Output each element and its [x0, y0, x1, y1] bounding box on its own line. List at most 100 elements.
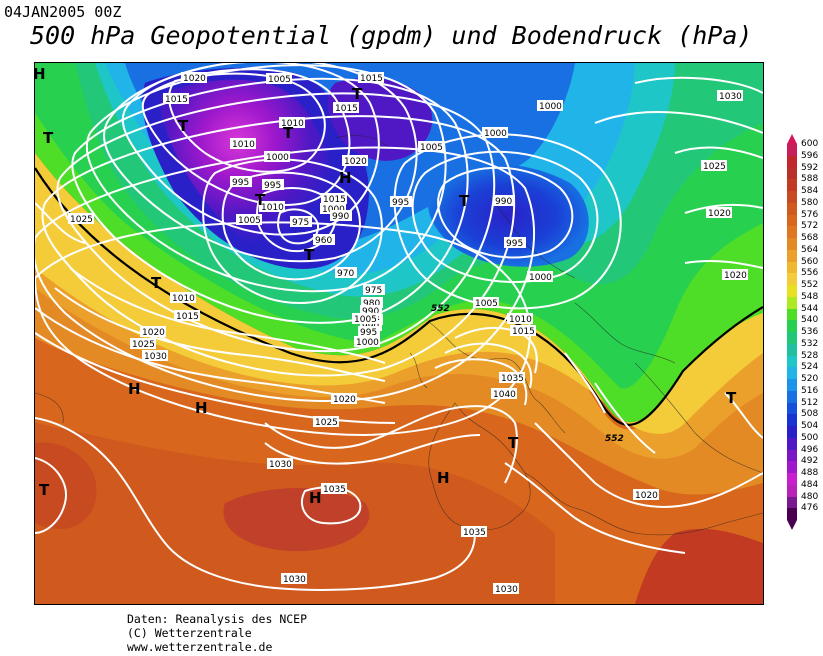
isobar-label: 1015 [360, 74, 383, 84]
colorbar-cell [787, 332, 797, 344]
isobar-label: 960 [315, 236, 332, 246]
colorbar-label: 492 [801, 456, 819, 467]
low-center: T [39, 481, 50, 499]
isobar-label: 1005 [354, 315, 377, 325]
low-center: T [283, 124, 294, 142]
colorbar-cell [787, 449, 797, 462]
colorbar-cell [787, 296, 797, 309]
low-center: T [304, 246, 315, 264]
colorbar-cell [787, 249, 797, 262]
isobar-label: 1020 [183, 74, 206, 84]
colorbar-cell [787, 155, 797, 168]
colorbar-label: 512 [801, 397, 819, 408]
isobar-label: 1030 [495, 585, 518, 595]
high-center: H [35, 65, 46, 83]
colorbar-label: 600 [801, 139, 819, 149]
isobar-label: 1020 [635, 491, 658, 501]
colorbar-cell [787, 508, 797, 520]
isobar-label: 975 [365, 286, 382, 296]
isobar-label: 1005 [475, 299, 498, 309]
colorbar-label: 556 [801, 268, 819, 279]
height-label-552: 552 [605, 434, 624, 444]
isobar-label: 1010 [509, 315, 532, 325]
colorbar-label: 564 [801, 244, 819, 255]
colorbar-cell [787, 473, 797, 485]
isobar-label: 1025 [132, 340, 155, 350]
colorbar-cell [787, 308, 797, 321]
colorbar-cell [787, 167, 797, 180]
isobar-label: 1015 [176, 312, 199, 322]
low-center: T [43, 129, 54, 147]
isobar-label: 990 [362, 307, 379, 317]
colorbar-labels: 600 596 592 588 584 580 576 572 568 564 560 556 552 5… [801, 139, 818, 515]
isobar-label: 1005 [420, 143, 443, 153]
colorbar-cell [787, 214, 797, 227]
isobar-label: 995 [506, 239, 523, 249]
isobar-label: 1015 [165, 95, 188, 105]
isobar-label: 1020 [708, 209, 731, 219]
pressure-centers: H H H H H H T T T T T T T T T T T [35, 65, 737, 507]
colorbar-label: 576 [801, 209, 819, 220]
colorbar-cell [787, 355, 797, 368]
footer-copyright: (C) Wetterzentrale [127, 626, 252, 640]
colorbar-label: 528 [801, 350, 819, 361]
colorbar-label: 552 [801, 280, 819, 290]
isobar-label: 1000 [529, 273, 552, 283]
high-center: H [195, 399, 208, 417]
colorbar-cell [787, 437, 797, 450]
isobar-label: 975 [292, 218, 309, 228]
isobar-label: 1020 [344, 157, 367, 167]
isobar-label: 1010 [261, 203, 284, 213]
zone-584 [223, 488, 370, 552]
colorbar-label: 592 [801, 162, 819, 173]
zone-564 [35, 173, 763, 459]
high-center: H [339, 169, 352, 187]
colorbar-cell [787, 390, 797, 403]
footer: Daten: Reanalysis des NCEP (C) Wetterzen… [127, 612, 307, 654]
isobar-label: 1020 [724, 271, 747, 281]
weather-map: 1020 1015 1010 1005 1000 995 1015 1015 9… [34, 62, 764, 605]
colorbar-label: 588 [801, 174, 819, 185]
colorbar-label: 496 [801, 444, 819, 455]
coastlines [35, 135, 763, 536]
colorbar-label: 560 [801, 256, 819, 267]
isobar-label: 1030 [269, 460, 292, 470]
colorbar-label: 508 [801, 409, 819, 420]
isobar-label: 980 [363, 299, 380, 309]
isobar-label: 1005 [238, 216, 261, 226]
chart-title: 500 hPa Geopotential (gpdm) und Bodendru… [30, 21, 753, 50]
colorbar-cell [787, 367, 797, 379]
colorbar-cell [787, 261, 797, 274]
zone-right-red [635, 528, 763, 604]
colorbar-cell [787, 320, 797, 332]
low-center: T [178, 117, 189, 135]
colorbar-label: 504 [801, 421, 819, 431]
colorbar-cell [787, 379, 797, 391]
colorbar [787, 144, 797, 520]
isobar-label: 1010 [232, 140, 255, 150]
isobar-label: 1015 [512, 327, 535, 337]
colorbar-label: 548 [801, 291, 819, 302]
footer-data-source: Daten: Reanalysis des NCEP [127, 612, 308, 626]
colorbar-label: 572 [801, 221, 819, 232]
isobar-label: 1000 [266, 153, 289, 163]
low-center: T [352, 85, 363, 103]
high-center: H [437, 469, 450, 487]
isobar-labels: 1020 1015 1010 1005 1000 995 1015 1015 9… [68, 72, 748, 595]
isobar-label: 1040 [493, 390, 516, 400]
isobar-label: 1020 [333, 395, 356, 405]
isobar-label: 970 [337, 269, 354, 279]
isobar-label: 1035 [463, 528, 486, 538]
isobar-label: 1015 [335, 104, 358, 114]
colorbar-cell [787, 414, 797, 426]
isobar-label: 995 [232, 178, 249, 188]
low-center: T [255, 191, 266, 209]
colorbar-cell [787, 496, 797, 509]
isobar-label: 1015 [323, 195, 346, 205]
colorbar-label: 580 [801, 197, 819, 208]
isobar-label: 1030 [283, 575, 306, 585]
colorbar-cell [787, 426, 797, 438]
isobar-label: 1010 [281, 119, 304, 129]
height-label-552: 552 [431, 304, 450, 314]
colorbar-cell [787, 402, 797, 415]
